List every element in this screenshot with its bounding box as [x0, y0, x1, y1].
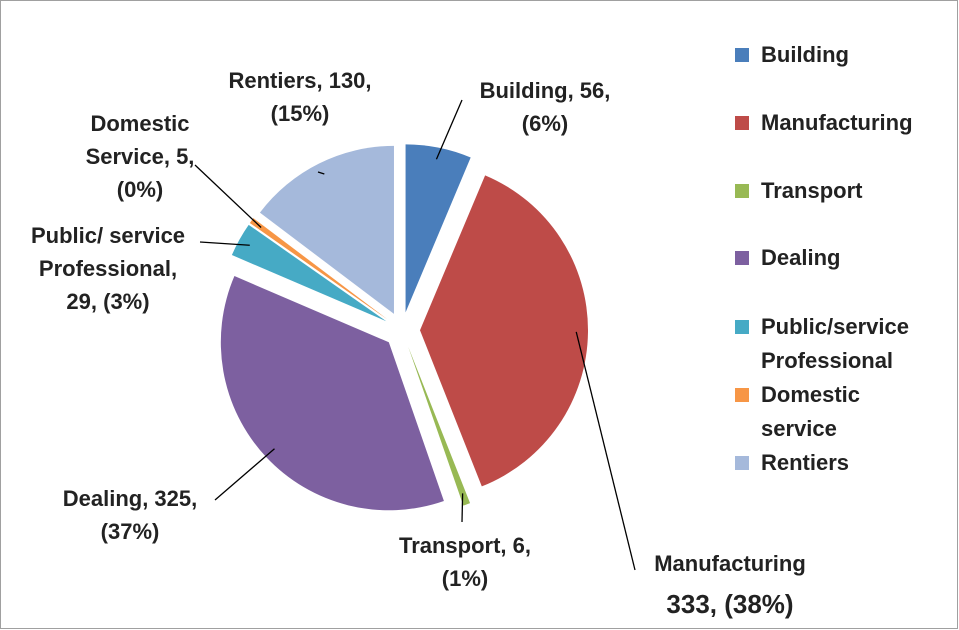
legend-item: Rentiers	[735, 446, 935, 480]
legend-label: Dealing	[761, 245, 841, 270]
legend-label: Building	[761, 42, 849, 67]
legend-label: Public/service Professional	[761, 314, 909, 373]
data-label: (37%)	[101, 519, 160, 544]
leader-line	[199, 241, 250, 246]
data-label: 29, (3%)	[66, 289, 149, 314]
data-label: 333, (38%)	[666, 589, 793, 619]
data-label: Rentiers, 130,	[228, 68, 371, 93]
legend-swatch	[735, 48, 749, 62]
data-label: (0%)	[117, 177, 163, 202]
data-label: Service, 5,	[86, 144, 195, 169]
legend-swatch	[735, 184, 749, 198]
pie-slice	[231, 224, 387, 322]
legend-swatch	[735, 116, 749, 130]
legend-item: Public/service Professional	[735, 310, 935, 378]
leader-line	[317, 171, 325, 175]
data-label: Building, 56,	[480, 78, 611, 103]
legend-swatch	[735, 456, 749, 470]
data-label: Public/ service	[31, 223, 185, 248]
pie-slice	[405, 144, 471, 313]
legend-swatch	[735, 320, 749, 334]
data-label: (15%)	[271, 101, 330, 126]
leader-line	[194, 164, 262, 228]
data-label: Manufacturing	[654, 551, 806, 576]
legend-item: Domestic service	[735, 378, 935, 446]
leader-line	[461, 493, 464, 523]
pie-slice	[220, 276, 444, 511]
data-label: Transport, 6,	[399, 533, 531, 558]
legend-label: Rentiers	[761, 450, 850, 475]
legend-swatch	[735, 388, 749, 402]
legend-item: Dealing	[735, 241, 935, 275]
legend-label: Manufacturing	[761, 110, 913, 135]
data-label: Dealing, 325,	[63, 486, 198, 511]
pie-slice	[249, 218, 388, 320]
pie-slice	[408, 346, 471, 506]
pie-slice	[259, 145, 394, 314]
legend-item: Building	[735, 38, 935, 72]
leader-line	[435, 99, 463, 160]
legend-item: Manufacturing	[735, 106, 935, 140]
leader-line	[214, 448, 275, 501]
data-label: (6%)	[522, 111, 568, 136]
data-label: Professional,	[39, 256, 177, 281]
data-label: Domestic	[90, 111, 189, 136]
leader-line	[575, 331, 636, 571]
legend-item: Transport	[735, 174, 935, 208]
data-label: (1%)	[442, 566, 488, 591]
legend-swatch	[735, 251, 749, 265]
legend-label: Domestic service	[761, 382, 861, 441]
pie-slice	[419, 175, 588, 487]
legend-label: Transport	[761, 178, 863, 203]
